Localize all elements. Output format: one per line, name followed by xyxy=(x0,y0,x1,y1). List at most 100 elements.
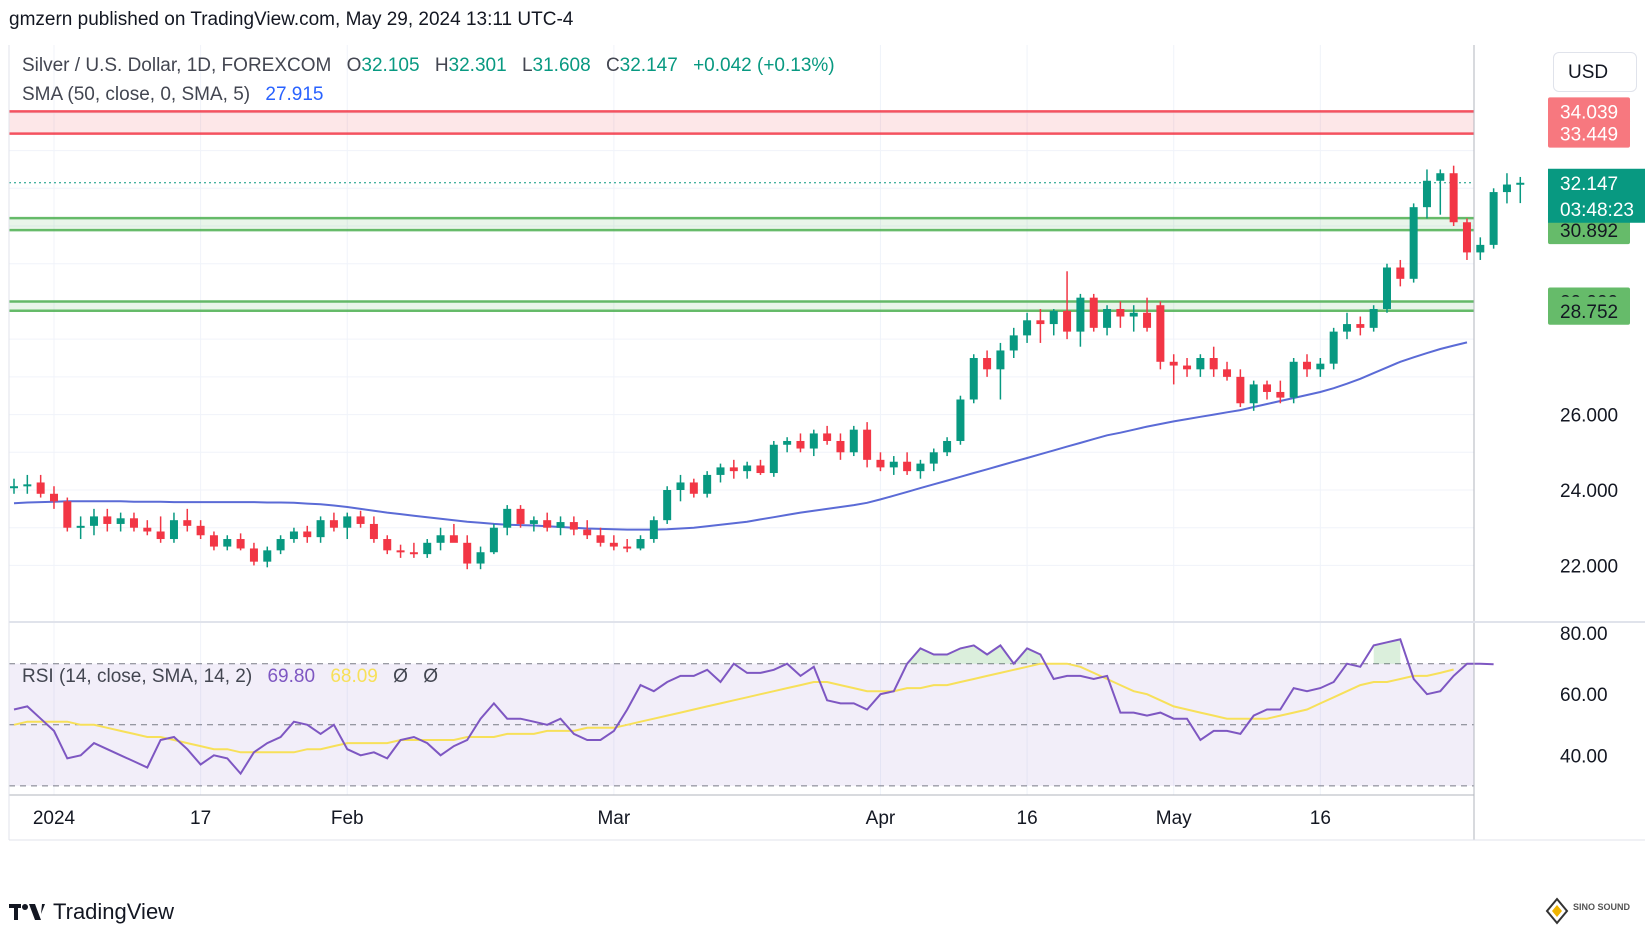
candle-body xyxy=(1169,361,1178,366)
support-price-tag xyxy=(1548,296,1630,325)
rsi-sma-value: 68.09 xyxy=(330,666,378,687)
candle xyxy=(436,527,445,551)
candle-body xyxy=(1436,173,1445,181)
candle-body xyxy=(1382,267,1391,309)
candle xyxy=(103,508,112,532)
candle-body xyxy=(156,531,165,540)
candle xyxy=(1476,237,1485,260)
candle-body xyxy=(1303,361,1312,370)
candle-body xyxy=(783,440,792,445)
candle xyxy=(156,516,165,543)
candle xyxy=(1009,327,1018,359)
candle-body xyxy=(663,490,672,521)
candle-body xyxy=(1462,222,1471,253)
candle xyxy=(1409,203,1418,283)
candle-body xyxy=(1076,297,1085,332)
candle xyxy=(1143,297,1152,332)
candle xyxy=(143,520,152,536)
rsi-legend: RSI (14, close, SMA, 14, 2) 69.80 68.09 … xyxy=(22,666,438,688)
candle xyxy=(996,342,1005,400)
candle xyxy=(1329,327,1338,370)
candle-body xyxy=(10,486,18,489)
last-price-text: 32.147 xyxy=(1560,174,1618,195)
candle-body xyxy=(529,520,538,524)
high-label: H xyxy=(434,55,449,76)
candle xyxy=(223,535,232,551)
candle xyxy=(569,516,578,536)
candle-body xyxy=(89,516,98,526)
rsi-value: 69.80 xyxy=(267,666,316,687)
symbol-title: Silver / U.S. Dollar, 1D, FOREXCOM xyxy=(22,55,332,76)
sma-label: SMA (50, close, 0, SMA, 5) xyxy=(22,84,251,105)
candle-body xyxy=(676,482,685,491)
publish-line: gmzern published on TradingView.com, May… xyxy=(9,9,574,30)
rsi-band-layer xyxy=(9,639,1474,787)
candle-body xyxy=(903,461,912,472)
candle-body xyxy=(596,535,605,543)
candle xyxy=(849,425,858,457)
candle xyxy=(556,516,565,536)
resistance-zone xyxy=(9,111,1474,134)
candle xyxy=(76,516,85,540)
candle xyxy=(1449,165,1458,227)
last-price-tag xyxy=(1548,168,1645,223)
candle-body xyxy=(1516,182,1525,185)
candle-body xyxy=(143,527,152,532)
candle xyxy=(529,516,538,532)
candle-body xyxy=(1209,358,1218,370)
time-tick-label: 16 xyxy=(1310,808,1331,829)
price-labels-layer: 34.03933.44931.20830.89229.00028.75232.1… xyxy=(1548,97,1645,325)
candle xyxy=(716,463,725,483)
candle xyxy=(1249,380,1258,411)
candle-body xyxy=(23,484,32,487)
candle xyxy=(1036,308,1045,343)
candle-body xyxy=(769,444,778,474)
candle xyxy=(289,527,298,543)
candle-body xyxy=(289,531,298,540)
candle-body xyxy=(929,452,938,464)
candle-body xyxy=(383,539,392,551)
candle-body xyxy=(356,516,365,524)
candle xyxy=(1343,312,1351,340)
candle-body xyxy=(116,518,125,524)
candle xyxy=(583,520,592,540)
candle xyxy=(1502,173,1511,204)
candle xyxy=(196,520,205,540)
currency-button[interactable]: USD xyxy=(1553,52,1637,92)
rsi-tick-label: 80.00 xyxy=(1560,624,1608,645)
rsi-extra-2: Ø xyxy=(423,666,438,687)
candle xyxy=(369,516,378,543)
candle-body xyxy=(943,440,952,453)
tradingview-brand[interactable]: TradingView xyxy=(9,898,174,926)
brand-name: TradingView xyxy=(53,899,175,924)
time-tick-label: Feb xyxy=(331,808,364,829)
candle-body xyxy=(1103,308,1112,328)
candle-body xyxy=(1063,310,1072,332)
candle xyxy=(703,471,712,498)
candle-body xyxy=(543,520,552,528)
candle-body xyxy=(1196,358,1205,370)
candle xyxy=(89,508,98,536)
candle xyxy=(889,456,898,475)
candle xyxy=(983,350,992,377)
candle-body xyxy=(583,529,592,536)
candle-body xyxy=(129,518,138,528)
candle xyxy=(1209,346,1218,377)
candle-body xyxy=(983,358,992,370)
candle xyxy=(116,512,125,532)
time-tick-label: Apr xyxy=(866,808,896,829)
candle xyxy=(1076,293,1085,347)
candle-body xyxy=(1009,335,1018,351)
candle-body xyxy=(476,552,485,564)
candle xyxy=(969,354,978,404)
candle xyxy=(1169,354,1178,385)
candle xyxy=(1196,354,1205,377)
candle xyxy=(383,535,392,555)
candle-body xyxy=(76,525,85,528)
candle-body xyxy=(1343,324,1351,332)
main-legend: Silver / U.S. Dollar, 1D, FOREXCOM O32.1… xyxy=(22,55,835,77)
candle xyxy=(1422,169,1431,219)
candle-body xyxy=(63,501,72,528)
candle-body xyxy=(329,520,338,528)
